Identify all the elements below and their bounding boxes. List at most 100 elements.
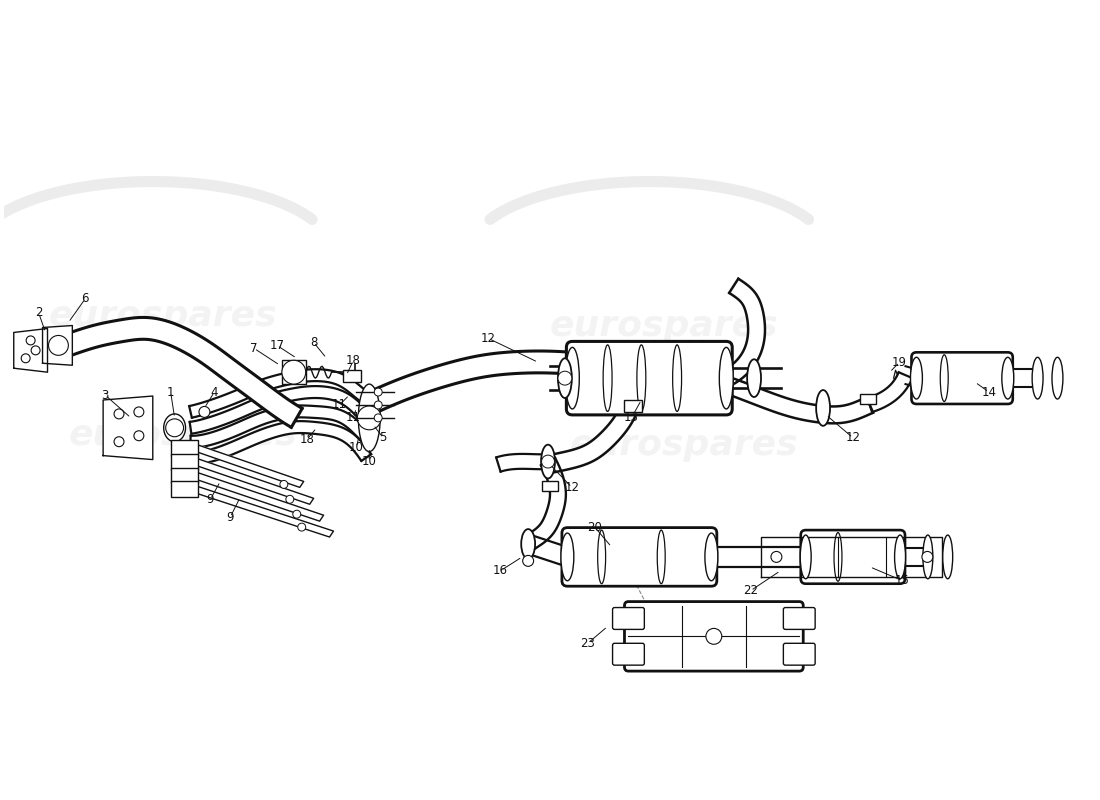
Text: 5: 5 bbox=[379, 431, 387, 444]
Text: 12: 12 bbox=[846, 431, 860, 444]
FancyBboxPatch shape bbox=[912, 352, 1013, 404]
Text: 17: 17 bbox=[270, 339, 285, 352]
Circle shape bbox=[374, 401, 382, 409]
FancyBboxPatch shape bbox=[170, 454, 198, 470]
Circle shape bbox=[114, 409, 124, 419]
Text: 18: 18 bbox=[299, 434, 315, 446]
Circle shape bbox=[541, 455, 554, 468]
Polygon shape bbox=[43, 326, 73, 366]
Text: 13: 13 bbox=[624, 411, 639, 424]
Ellipse shape bbox=[565, 347, 580, 409]
Circle shape bbox=[771, 551, 782, 562]
FancyBboxPatch shape bbox=[625, 400, 642, 412]
FancyBboxPatch shape bbox=[170, 440, 198, 456]
Polygon shape bbox=[185, 456, 314, 504]
Text: 12: 12 bbox=[564, 481, 580, 494]
Circle shape bbox=[922, 551, 933, 562]
Text: 10: 10 bbox=[349, 441, 364, 454]
Ellipse shape bbox=[521, 529, 535, 559]
Polygon shape bbox=[760, 537, 943, 577]
Text: 16: 16 bbox=[493, 564, 508, 578]
Circle shape bbox=[374, 414, 382, 422]
Polygon shape bbox=[190, 421, 371, 464]
FancyBboxPatch shape bbox=[860, 394, 876, 404]
Polygon shape bbox=[185, 470, 323, 521]
Ellipse shape bbox=[1052, 358, 1063, 399]
Circle shape bbox=[282, 360, 306, 384]
Text: 10: 10 bbox=[362, 455, 376, 468]
Polygon shape bbox=[724, 377, 873, 423]
Polygon shape bbox=[189, 386, 371, 434]
Circle shape bbox=[374, 388, 382, 396]
Circle shape bbox=[114, 437, 124, 446]
Text: 11: 11 bbox=[332, 398, 346, 411]
Circle shape bbox=[522, 555, 534, 566]
Ellipse shape bbox=[541, 445, 556, 478]
Polygon shape bbox=[189, 370, 370, 418]
FancyBboxPatch shape bbox=[282, 360, 306, 384]
Text: eurospares: eurospares bbox=[570, 428, 799, 462]
Ellipse shape bbox=[561, 533, 574, 581]
FancyBboxPatch shape bbox=[170, 482, 198, 498]
Text: eurospares: eurospares bbox=[48, 298, 277, 333]
Circle shape bbox=[26, 336, 35, 345]
FancyBboxPatch shape bbox=[613, 643, 645, 665]
Ellipse shape bbox=[558, 358, 572, 398]
Polygon shape bbox=[103, 396, 153, 459]
Ellipse shape bbox=[1002, 358, 1014, 399]
Ellipse shape bbox=[705, 533, 718, 581]
FancyBboxPatch shape bbox=[343, 370, 361, 382]
FancyBboxPatch shape bbox=[625, 602, 803, 671]
Ellipse shape bbox=[943, 535, 953, 578]
FancyBboxPatch shape bbox=[783, 607, 815, 630]
Text: 18: 18 bbox=[345, 354, 361, 366]
Ellipse shape bbox=[164, 414, 186, 442]
Text: 23: 23 bbox=[581, 637, 595, 650]
Text: eurospares: eurospares bbox=[550, 309, 779, 342]
Circle shape bbox=[199, 406, 210, 418]
Circle shape bbox=[279, 481, 288, 488]
FancyBboxPatch shape bbox=[566, 342, 733, 415]
Text: 15: 15 bbox=[895, 574, 910, 587]
Polygon shape bbox=[185, 442, 304, 487]
Ellipse shape bbox=[801, 535, 811, 578]
Text: 4: 4 bbox=[210, 386, 218, 398]
Ellipse shape bbox=[747, 359, 761, 397]
Text: 20: 20 bbox=[587, 521, 602, 534]
FancyBboxPatch shape bbox=[801, 530, 905, 584]
Ellipse shape bbox=[1032, 358, 1043, 399]
Ellipse shape bbox=[923, 535, 933, 578]
Text: 11: 11 bbox=[345, 411, 361, 424]
Polygon shape bbox=[546, 372, 647, 474]
Text: 9: 9 bbox=[227, 510, 234, 524]
Polygon shape bbox=[524, 458, 565, 550]
Circle shape bbox=[558, 371, 572, 385]
Polygon shape bbox=[723, 278, 764, 386]
Polygon shape bbox=[47, 318, 303, 427]
FancyBboxPatch shape bbox=[562, 528, 717, 586]
Circle shape bbox=[293, 510, 300, 518]
Text: 6: 6 bbox=[81, 292, 89, 306]
Text: 22: 22 bbox=[744, 584, 758, 597]
FancyBboxPatch shape bbox=[170, 467, 198, 483]
Text: 9: 9 bbox=[207, 493, 215, 506]
Circle shape bbox=[134, 407, 144, 417]
Text: 7: 7 bbox=[251, 342, 257, 355]
Circle shape bbox=[286, 495, 294, 503]
Text: 3: 3 bbox=[101, 389, 109, 402]
Polygon shape bbox=[185, 483, 333, 537]
Text: 8: 8 bbox=[310, 336, 317, 349]
Circle shape bbox=[166, 419, 184, 437]
Ellipse shape bbox=[894, 535, 905, 578]
Ellipse shape bbox=[911, 358, 923, 399]
Polygon shape bbox=[14, 329, 47, 372]
FancyBboxPatch shape bbox=[542, 482, 558, 491]
Text: 14: 14 bbox=[981, 386, 997, 398]
Text: 2: 2 bbox=[35, 306, 42, 319]
Circle shape bbox=[706, 629, 722, 644]
Ellipse shape bbox=[816, 390, 831, 426]
Circle shape bbox=[358, 406, 382, 430]
Ellipse shape bbox=[719, 347, 734, 409]
Text: eurospares: eurospares bbox=[68, 418, 297, 452]
Circle shape bbox=[48, 335, 68, 355]
